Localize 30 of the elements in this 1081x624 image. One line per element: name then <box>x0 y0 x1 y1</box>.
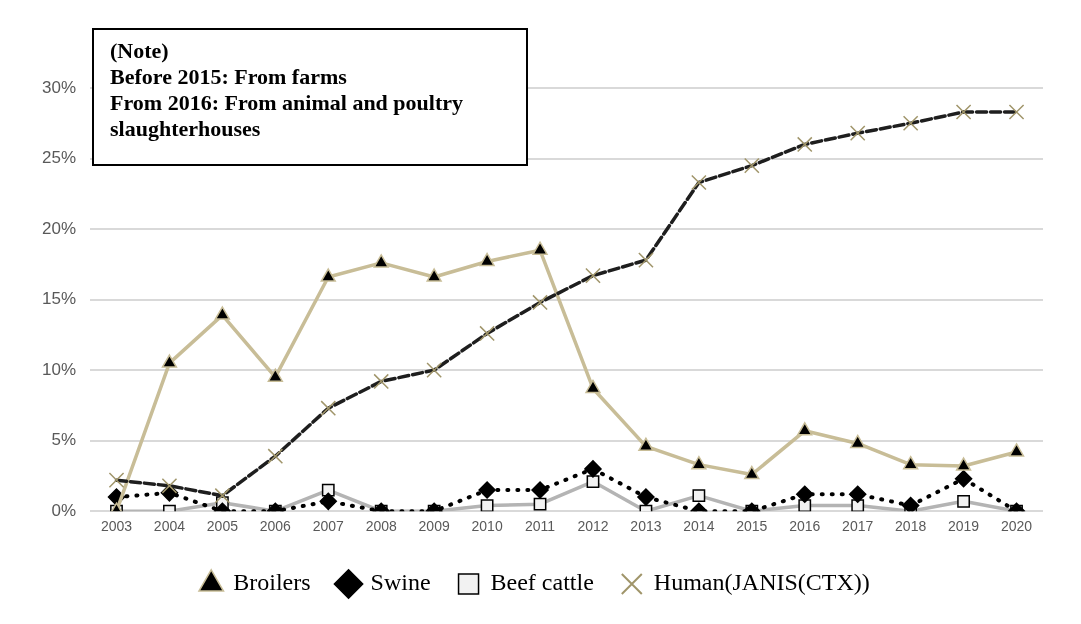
x-tick-label: 2010 <box>471 518 503 535</box>
note-box: (Note) Before 2015: From farms From 2016: From animal and poultry slaughterhouses <box>92 28 528 166</box>
x-tick-label: 2020 <box>1000 518 1033 535</box>
x-tick-label: 2006 <box>259 518 292 535</box>
y-tick-label: 15% <box>41 289 77 309</box>
y-tick-label: 10% <box>41 359 77 379</box>
x-tick-label: 2019 <box>948 518 980 535</box>
x-tick-label: 2003 <box>100 518 133 535</box>
x-tick-label: 2011 <box>524 518 556 535</box>
x-tick-label: 2015 <box>736 518 768 535</box>
legend-label: Swine <box>370 569 431 596</box>
legend-label: Beef cattle <box>490 569 594 596</box>
x-tick-label: 2008 <box>365 518 397 535</box>
y-tick-label: 30% <box>41 77 77 97</box>
y-tick-label: 0% <box>51 500 77 520</box>
y-tick-label: 5% <box>51 430 77 450</box>
x-tick-label: 2013 <box>630 518 662 535</box>
legend-label: Human(JANIS(CTX)) <box>653 569 870 596</box>
x-tick-label: 2018 <box>895 518 927 535</box>
x-tick-label: 2007 <box>312 518 345 535</box>
x-tick-label: 2012 <box>577 518 609 535</box>
x-tick-label: 2016 <box>789 518 821 535</box>
x-tick-label: 2009 <box>418 518 450 535</box>
y-tick-label: 20% <box>41 218 77 238</box>
x-tick-label: 2005 <box>206 518 239 535</box>
x-tick-label: 2004 <box>153 518 186 535</box>
legend-label: Broilers <box>233 569 311 596</box>
x-tick-label: 2014 <box>683 518 715 535</box>
x-tick-label: 2017 <box>842 518 874 535</box>
y-tick-label: 25% <box>41 148 77 168</box>
